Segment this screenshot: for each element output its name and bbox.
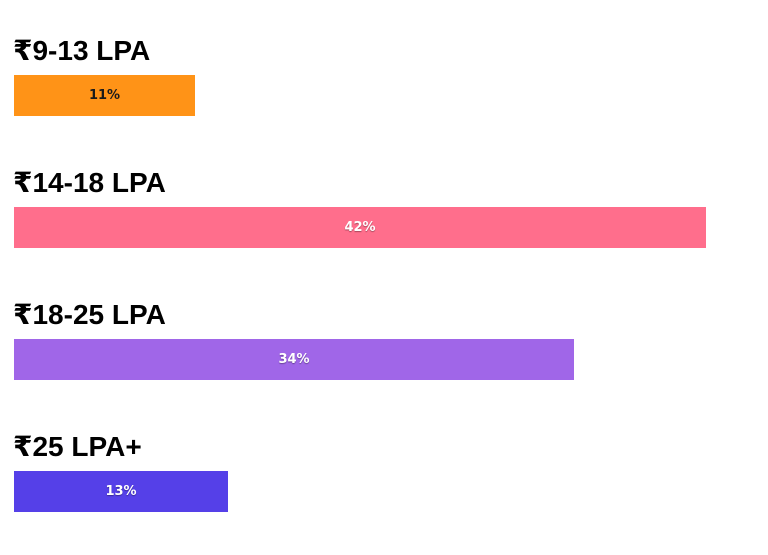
category-label-9-13: ₹9-13 LPA bbox=[13, 35, 151, 66]
bar-14-18: 42% bbox=[14, 207, 706, 248]
bar-value-label-14-18: 42% bbox=[344, 220, 376, 235]
bar-value-label-9-13: 11% bbox=[88, 88, 121, 103]
category-label-25-plus: ₹25 LPA+ bbox=[13, 431, 142, 462]
bar-9-13: 11% bbox=[14, 75, 195, 116]
bar-value-label-25-plus: 13% bbox=[105, 484, 137, 499]
category-label-18-25: ₹18-25 LPA bbox=[13, 299, 166, 330]
bar-25-plus: 13% bbox=[14, 471, 228, 512]
bar-value-label-18-25: 34% bbox=[278, 352, 310, 367]
bar-18-25: 34% bbox=[14, 339, 574, 380]
category-label-14-18: ₹14-18 LPA bbox=[13, 167, 166, 198]
